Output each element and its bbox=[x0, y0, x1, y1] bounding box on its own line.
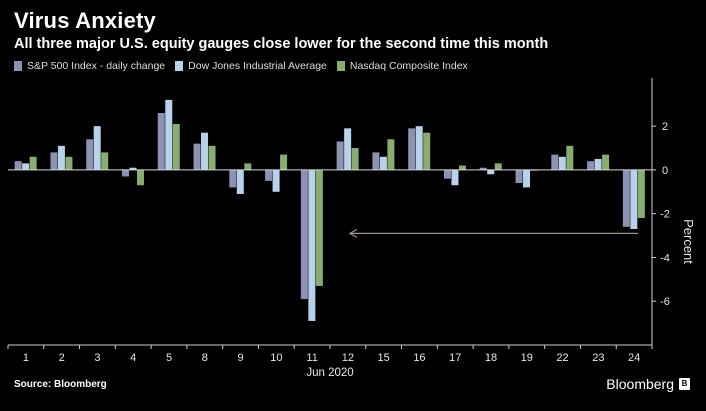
bar-sp500-9 bbox=[229, 169, 237, 188]
bar-nasdaq-5 bbox=[172, 123, 180, 170]
bar-dow-24 bbox=[630, 169, 638, 230]
legend-swatch-sp500 bbox=[14, 61, 22, 71]
legend: S&P 500 Index - daily change Dow Jones I… bbox=[14, 60, 468, 72]
y-tick-label--4: -4 bbox=[660, 252, 670, 264]
bar-dow-17 bbox=[451, 169, 459, 186]
x-tick-label-8: 8 bbox=[202, 352, 208, 364]
bar-dow-9 bbox=[236, 169, 244, 194]
bar-sp500-19 bbox=[515, 169, 523, 184]
bar-nasdaq-15 bbox=[387, 139, 395, 170]
legend-label-dow: Dow Jones Industrial Average bbox=[188, 60, 327, 72]
y-axis-label: Percent bbox=[681, 219, 696, 264]
x-tick-label-15: 15 bbox=[378, 352, 390, 364]
bar-dow-5 bbox=[165, 99, 173, 170]
bar-nasdaq-11 bbox=[315, 169, 323, 286]
x-tick-label-17: 17 bbox=[449, 352, 461, 364]
bar-nasdaq-9 bbox=[244, 163, 252, 170]
bar-nasdaq-3 bbox=[101, 152, 109, 170]
x-tick-label-18: 18 bbox=[485, 352, 497, 364]
bar-dow-15 bbox=[379, 156, 387, 170]
bar-dow-10 bbox=[272, 169, 280, 192]
y-tick-label-0: 0 bbox=[662, 165, 668, 177]
bar-sp500-17 bbox=[443, 169, 451, 179]
x-tick-label-1: 1 bbox=[23, 352, 29, 364]
bar-sp500-12 bbox=[336, 141, 344, 170]
legend-item-dow: Dow Jones Industrial Average bbox=[175, 60, 327, 72]
bar-sp500-8 bbox=[193, 143, 201, 170]
legend-swatch-dow bbox=[175, 61, 184, 71]
bar-sp500-11 bbox=[300, 169, 308, 300]
bar-dow-12 bbox=[344, 128, 352, 170]
x-tick-label-23: 23 bbox=[592, 352, 604, 364]
bar-dow-19 bbox=[523, 169, 531, 188]
bar-dow-11 bbox=[308, 169, 316, 321]
bar-dow-23 bbox=[594, 158, 602, 170]
bar-dow-18 bbox=[487, 169, 495, 175]
chart-subtitle: All three major U.S. equity gauges close… bbox=[14, 36, 549, 52]
bar-nasdaq-16 bbox=[423, 132, 431, 170]
y-tick-label--6: -6 bbox=[660, 296, 670, 308]
bar-dow-2 bbox=[57, 145, 65, 170]
x-tick-label-9: 9 bbox=[237, 352, 243, 364]
bar-nasdaq-8 bbox=[208, 145, 216, 170]
x-tick-label-19: 19 bbox=[521, 352, 533, 364]
bar-sp500-16 bbox=[408, 128, 416, 170]
brand-logo: Bloomberg B bbox=[606, 376, 690, 392]
bar-dow-8 bbox=[201, 132, 209, 170]
annotation-arrow-head bbox=[348, 228, 358, 238]
bar-sp500-1 bbox=[14, 161, 22, 170]
legend-label-nasdaq: Nasdaq Composite Index bbox=[349, 60, 468, 72]
bar-sp500-10 bbox=[265, 169, 273, 181]
bar-sp500-15 bbox=[372, 152, 380, 170]
x-tick-label-22: 22 bbox=[556, 352, 568, 364]
bar-dow-1 bbox=[22, 163, 30, 170]
x-tick-label-16: 16 bbox=[413, 352, 425, 364]
chart-title: Virus Anxiety bbox=[14, 8, 156, 33]
bar-sp500-4 bbox=[121, 169, 129, 177]
bar-nasdaq-18 bbox=[494, 163, 502, 170]
bar-dow-22 bbox=[558, 156, 566, 170]
bar-nasdaq-23 bbox=[602, 154, 610, 170]
legend-item-sp500: S&P 500 Index - daily change bbox=[14, 60, 165, 72]
bar-sp500-5 bbox=[157, 113, 165, 170]
legend-item-nasdaq: Nasdaq Composite Index bbox=[336, 60, 468, 72]
y-tick-label--2: -2 bbox=[660, 209, 670, 221]
bar-nasdaq-17 bbox=[458, 165, 466, 170]
bar-sp500-22 bbox=[551, 154, 559, 170]
legend-label-sp500: S&P 500 Index - daily change bbox=[27, 60, 166, 72]
x-tick-label-2: 2 bbox=[59, 352, 65, 364]
brand-name: Bloomberg bbox=[606, 376, 674, 392]
bar-sp500-18 bbox=[479, 167, 487, 170]
bar-dow-16 bbox=[415, 126, 423, 170]
bar-sp500-23 bbox=[587, 161, 595, 170]
x-tick-label-24: 24 bbox=[628, 352, 640, 364]
bar-nasdaq-10 bbox=[280, 154, 288, 170]
bar-nasdaq-2 bbox=[65, 156, 73, 170]
bar-nasdaq-4 bbox=[136, 169, 144, 186]
bar-dow-4 bbox=[129, 167, 137, 170]
x-tick-label-11: 11 bbox=[306, 352, 317, 364]
bar-nasdaq-12 bbox=[351, 148, 359, 170]
bar-sp500-24 bbox=[622, 169, 630, 227]
bar-nasdaq-22 bbox=[566, 145, 574, 170]
legend-swatch-nasdaq bbox=[336, 61, 345, 71]
x-tick-label-10: 10 bbox=[270, 352, 282, 364]
x-axis-label: Jun 2020 bbox=[306, 367, 353, 379]
bar-sp500-2 bbox=[50, 152, 58, 170]
bar-nasdaq-24 bbox=[637, 169, 645, 219]
bar-nasdaq-1 bbox=[29, 156, 37, 170]
bar-sp500-3 bbox=[86, 139, 94, 170]
x-tick-label-12: 12 bbox=[342, 352, 354, 364]
y-tick-label-2: 2 bbox=[662, 121, 668, 133]
x-tick-label-3: 3 bbox=[94, 352, 100, 364]
bloomberg-terminal-icon: B bbox=[679, 378, 690, 390]
bar-dow-3 bbox=[93, 126, 101, 170]
x-tick-label-4: 4 bbox=[130, 352, 136, 364]
x-tick-label-5: 5 bbox=[166, 352, 172, 364]
source-note: Source: Bloomberg bbox=[14, 379, 107, 390]
